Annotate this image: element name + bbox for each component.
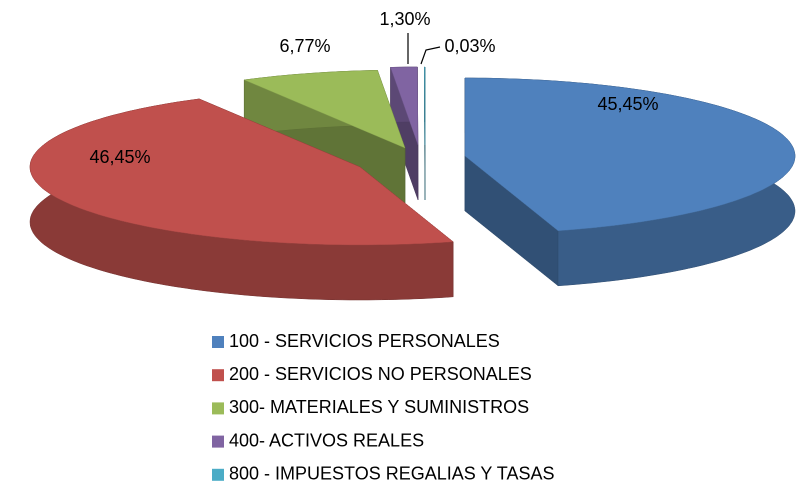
data-label: 46,45% xyxy=(89,147,150,167)
pie-slice xyxy=(464,77,796,287)
data-label: 0,03% xyxy=(444,36,495,56)
slice-top xyxy=(464,77,796,232)
legend-swatch xyxy=(212,435,224,448)
legend-swatch xyxy=(212,468,224,481)
legend-label: 300- MATERIALES Y SUMINISTROS xyxy=(229,397,529,417)
data-label: 6,77% xyxy=(279,36,330,56)
data-labels: 45,45% 46,45% 6,77% 1,30% 0,03% xyxy=(89,9,658,167)
data-label: 45,45% xyxy=(597,94,658,114)
pie xyxy=(29,66,796,301)
leader-line xyxy=(420,46,441,65)
legend-swatch xyxy=(212,402,224,415)
slice-top xyxy=(243,70,406,149)
data-label: 1,30% xyxy=(379,9,430,29)
slice-top xyxy=(29,98,454,246)
slice-top xyxy=(390,66,419,146)
legend-label: 400- ACTIVOS REALES xyxy=(229,430,424,450)
pie-slice xyxy=(424,66,426,201)
pie-slice xyxy=(29,98,454,301)
legend-label: 100 - SERVICIOS PERSONALES xyxy=(229,331,500,351)
legend-label: 800 - IMPUESTOS REGALIAS Y TASAS xyxy=(229,464,554,482)
legend-swatch xyxy=(212,336,224,348)
slice-top xyxy=(424,66,426,146)
legend-label: 200 - SERVICIOS NO PERSONALES xyxy=(229,364,532,384)
legend-swatch xyxy=(212,369,224,382)
legend: 100 - SERVICIOS PERSONALES 200 - SERVICIO… xyxy=(212,331,554,482)
